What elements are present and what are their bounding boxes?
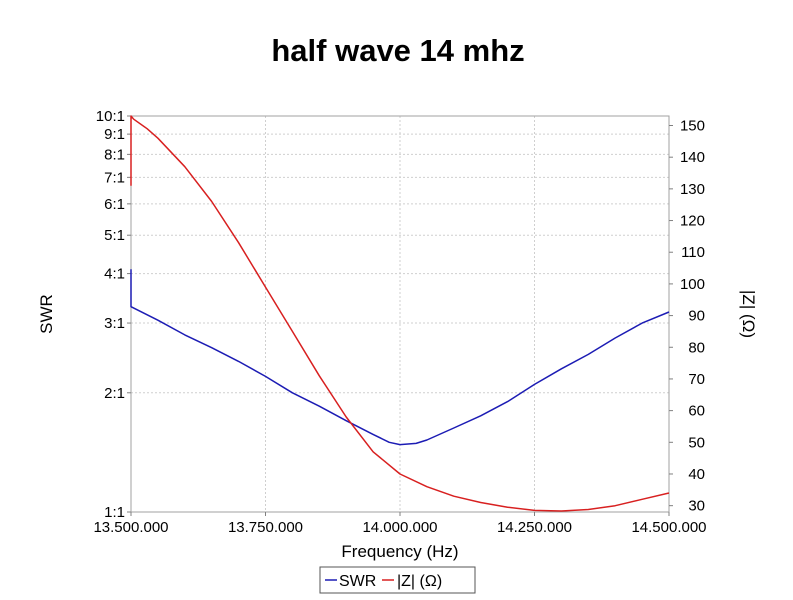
y-left-tick-label: 2:1 (104, 385, 125, 402)
x-tick-label: 13.750.000 (228, 519, 303, 536)
right-axis: 30 40 50 60 70 80 90 100 110 120 130 140 150 (669, 118, 705, 515)
y-right-tick-label: 150 (680, 118, 705, 135)
x-tick-label: 13.500.000 (93, 519, 168, 536)
y-right-tick-label: 60 (688, 403, 705, 420)
grid (131, 116, 669, 512)
series-line-swr (130, 269, 670, 446)
y-left-tick-label: 4:1 (104, 266, 125, 283)
legend: SWR |Z| (Ω) (319, 566, 476, 594)
y-right-tick-label: 130 (680, 181, 705, 198)
y-axis-right-label: |Z| (Ω) (739, 290, 758, 338)
chart-title: half wave 14 mhz (271, 33, 524, 68)
y-left-tick-label: 10:1 (96, 108, 125, 125)
left-axis: 1:1 2:1 3:1 4:1 5:1 6:1 7:1 8:1 9:110:1 (96, 108, 131, 521)
y-left-tick-label: 1:1 (104, 504, 125, 521)
y-right-tick-label: 140 (680, 149, 705, 166)
y-left-tick-label: 6:1 (104, 196, 125, 213)
y-right-tick-label: 70 (688, 371, 705, 388)
y-right-tick-label: 120 (680, 213, 705, 230)
y-left-tick-label: 5:1 (104, 227, 125, 244)
legend-label-swr: SWR (339, 573, 376, 590)
x-tick-label: 14.500.000 (631, 519, 706, 536)
y-right-tick-label: 100 (680, 276, 705, 293)
y-right-tick-label: 110 (681, 244, 705, 261)
y-left-tick-label: 7:1 (104, 169, 125, 186)
y-left-tick-label: 3:1 (104, 315, 125, 332)
legend-label-impedance: |Z| (Ω) (397, 573, 442, 590)
y-axis-left-label: SWR (37, 294, 56, 334)
y-left-tick-label: 8:1 (104, 146, 125, 163)
y-left-tick-label: 9:1 (104, 126, 125, 143)
y-right-tick-label: 50 (688, 434, 705, 451)
y-right-tick-label: 30 (688, 498, 705, 515)
series-line-impedance (130, 115, 670, 512)
x-axis-label: Frequency (Hz) (341, 542, 458, 561)
series-layer (130, 115, 670, 512)
x-tick-label: 14.250.000 (497, 519, 572, 536)
x-tick-label: 14.000.000 (362, 519, 437, 536)
y-right-tick-label: 80 (688, 339, 705, 356)
y-right-tick-label: 90 (688, 308, 705, 325)
legend-box (319, 566, 476, 594)
y-right-tick-label: 40 (688, 466, 705, 483)
x-axis: 13.500.000 13.750.000 14.000.000 14.250.000… (93, 512, 707, 536)
